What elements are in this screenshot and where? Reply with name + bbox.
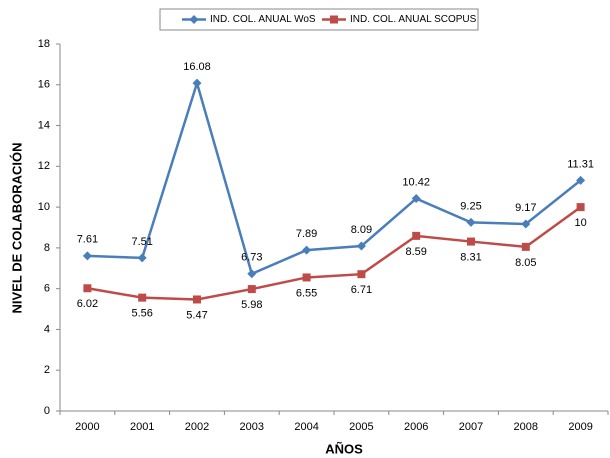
y-tick-label: 2 — [44, 364, 50, 376]
data-label: 7.61 — [77, 234, 98, 246]
data-label: 7.89 — [296, 228, 317, 240]
data-label: 8.05 — [515, 257, 536, 269]
data-point — [356, 241, 366, 251]
data-label: 5.56 — [131, 308, 152, 320]
x-tick-label: 2003 — [240, 421, 264, 433]
data-point — [192, 78, 202, 88]
data-point — [137, 253, 147, 263]
y-tick-label: 8 — [44, 242, 50, 254]
x-axis-title: AÑOS — [325, 441, 363, 456]
y-tick-label: 18 — [38, 38, 50, 50]
data-point — [83, 284, 92, 293]
x-tick-label: 2006 — [404, 421, 428, 433]
legend-label: IND. COL. ANUAL WoS — [210, 14, 316, 25]
x-tick-label: 2005 — [349, 421, 373, 433]
x-tick-label: 2002 — [185, 421, 209, 433]
data-label: 8.09 — [351, 224, 372, 236]
data-label: 16.08 — [183, 61, 211, 73]
legend-marker — [189, 15, 199, 24]
data-point — [576, 175, 586, 185]
data-point — [412, 231, 421, 240]
x-tick-label: 2007 — [459, 421, 483, 433]
data-label: 5.47 — [186, 309, 207, 321]
data-point — [193, 295, 201, 304]
data-point — [247, 285, 256, 294]
data-label: 6.02 — [77, 298, 98, 310]
data-point — [521, 219, 531, 229]
data-label: 6.55 — [296, 287, 317, 299]
x-tick-label: 2000 — [75, 421, 99, 433]
data-label: 8.31 — [460, 251, 481, 263]
y-tick-label: 16 — [38, 79, 50, 91]
series-line — [87, 206, 582, 301]
data-point — [357, 270, 366, 279]
x-tick-label: 2008 — [514, 421, 538, 433]
data-label: 6.71 — [351, 284, 372, 296]
y-tick-label: 14 — [38, 119, 50, 131]
data-label: 5.98 — [241, 299, 262, 311]
x-tick-label: 2009 — [568, 421, 592, 433]
data-point — [302, 245, 312, 255]
data-point — [302, 273, 311, 282]
data-label: 9.25 — [460, 200, 481, 212]
x-tick-label: 2001 — [130, 421, 154, 433]
y-tick-label: 6 — [44, 283, 50, 295]
series-line — [87, 78, 582, 276]
y-axis-title: NIVEL DE COLABORACIÓN — [9, 143, 24, 314]
y-tick-label: 10 — [38, 201, 50, 213]
y-tick-label: 0 — [44, 405, 50, 417]
data-label: 10 — [574, 217, 586, 229]
data-point — [411, 194, 421, 204]
data-label: 9.17 — [515, 202, 536, 214]
data-label: 7.51 — [131, 236, 152, 248]
data-point — [467, 237, 475, 246]
data-point — [82, 251, 92, 261]
y-tick-label: 4 — [44, 323, 50, 335]
data-point — [521, 242, 530, 251]
data-label: 10.42 — [402, 176, 430, 188]
data-point — [576, 203, 585, 212]
data-point — [466, 217, 476, 227]
x-tick-label: 2004 — [294, 421, 318, 433]
y-tick-label: 12 — [38, 160, 50, 172]
data-point — [138, 293, 147, 302]
data-label: 6.73 — [241, 252, 262, 264]
data-label: 11.31 — [567, 158, 594, 170]
legend-box — [159, 8, 479, 31]
data-point — [247, 269, 257, 279]
legend-label: IND. COL. ANUAL SCOPUS — [350, 14, 477, 25]
legend-marker — [330, 15, 338, 24]
data-label: 8.59 — [405, 246, 426, 258]
